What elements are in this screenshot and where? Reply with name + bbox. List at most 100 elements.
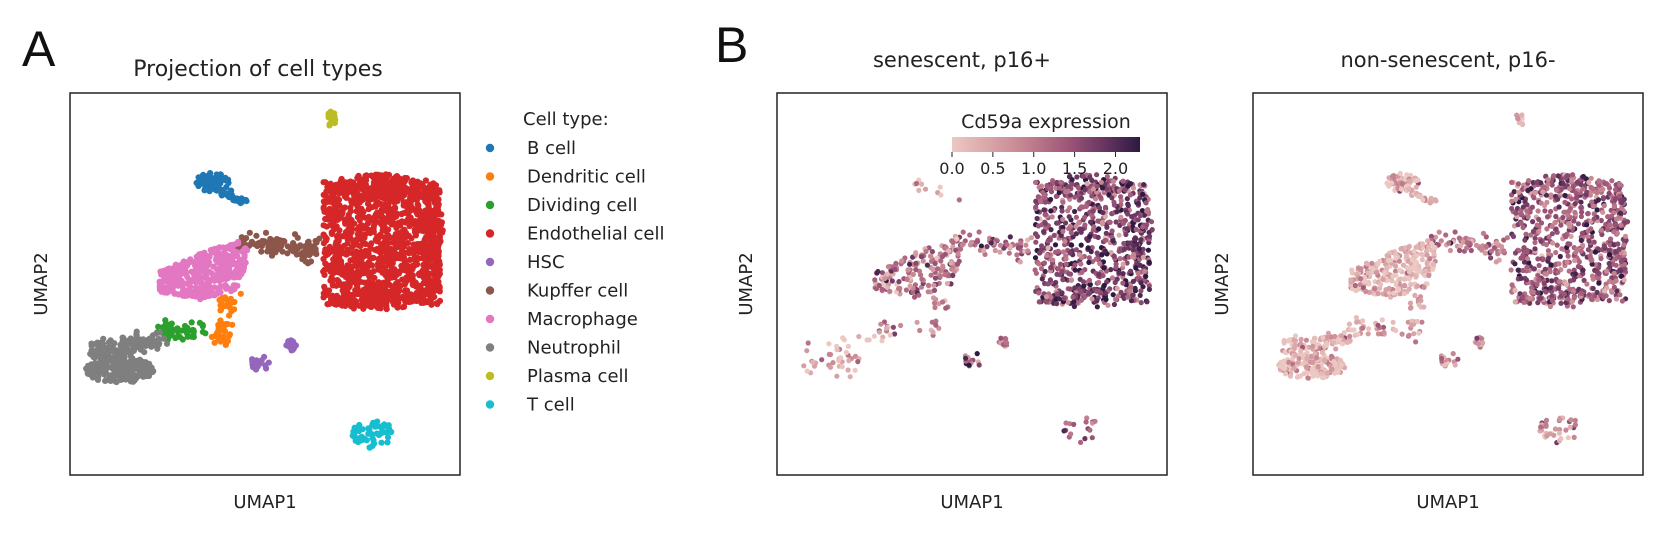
point-b-sen-endothelial-cell xyxy=(1039,243,1045,249)
point-b-sen-dividing-cell xyxy=(914,319,920,325)
point-a-macrophage xyxy=(210,277,217,284)
point-b-sen-endothelial-cell xyxy=(1116,188,1122,194)
point-a-t-cell xyxy=(378,439,385,446)
point-b-non-endothelial-cell xyxy=(1553,213,1559,220)
point-b-non-endothelial-cell xyxy=(1531,289,1537,295)
panel-a-points xyxy=(83,108,446,451)
point-b-non-endothelial-cell xyxy=(1616,254,1622,260)
point-b-sen-endothelial-cell xyxy=(1137,292,1143,298)
point-b-non-endothelial-cell xyxy=(1545,181,1551,187)
point-b-non-endothelial-cell xyxy=(1518,275,1524,281)
point-a-endothelial-cell xyxy=(421,275,428,282)
point-b-non-endothelial-cell xyxy=(1520,224,1526,231)
point-b-non-dividing-cell xyxy=(1390,319,1396,325)
point-a-endothelial-cell xyxy=(362,299,369,306)
point-b-sen-macrophage xyxy=(885,264,892,270)
point-a-endothelial-cell xyxy=(399,293,406,300)
point-b-non-endothelial-cell xyxy=(1579,209,1585,215)
point-b-sen-endothelial-cell xyxy=(1044,252,1050,259)
point-b-sen-neutrophil xyxy=(830,360,836,366)
point-b-sen-endothelial-cell xyxy=(1144,208,1150,214)
point-b-non-endothelial-cell xyxy=(1608,288,1614,294)
point-a-neutrophil xyxy=(126,374,133,381)
point-b-non-endothelial-cell xyxy=(1590,285,1596,292)
point-a-neutrophil xyxy=(102,363,109,370)
point-b-sen-endothelial-cell xyxy=(1094,298,1100,304)
point-a-endothelial-cell xyxy=(420,184,427,192)
point-b-non-dendritic-cell xyxy=(1416,302,1422,308)
point-b-sen-endothelial-cell xyxy=(1086,255,1092,261)
point-a-endothelial-cell xyxy=(404,216,412,223)
point-b-sen-hsc xyxy=(974,351,980,357)
point-b-sen-macrophage xyxy=(946,273,952,279)
point-b-sen-endothelial-cell xyxy=(1068,277,1075,283)
point-b-non-endothelial-cell xyxy=(1518,220,1524,226)
point-a-endothelial-cell xyxy=(385,239,392,247)
point-a-neutrophil xyxy=(131,345,138,352)
point-b-non-endothelial-cell xyxy=(1549,231,1555,237)
point-b-non-endothelial-cell xyxy=(1590,186,1596,192)
point-b-sen-dividing-cell xyxy=(892,331,898,337)
point-b-non-endothelial-cell xyxy=(1605,214,1611,220)
point-a-endothelial-cell xyxy=(407,189,414,196)
point-b-sen-macrophage xyxy=(949,238,955,244)
point-a-kupffer-cell xyxy=(275,240,282,247)
point-a-b-cell xyxy=(223,184,230,191)
point-b-sen-endothelial-cell xyxy=(1079,269,1085,275)
point-a-endothelial-cell xyxy=(339,271,346,278)
point-a-endothelial-cell xyxy=(354,290,362,297)
point-b-non-b-cell xyxy=(1420,197,1426,203)
point-a-b-cell xyxy=(222,177,229,184)
point-b-sen-endothelial-cell xyxy=(1072,262,1078,268)
point-b-sen-endothelial-cell xyxy=(1143,200,1149,206)
point-b-sen-endothelial-cell xyxy=(1111,202,1117,208)
point-b-sen-endothelial-cell xyxy=(1140,224,1146,230)
point-b-sen-endothelial-cell xyxy=(1089,245,1095,251)
legend-label-endothelial-cell: Endothelial cell xyxy=(527,224,665,245)
point-b-non-endothelial-cell xyxy=(1563,234,1569,240)
point-a-t-cell xyxy=(378,430,385,437)
point-a-endothelial-cell xyxy=(393,243,400,250)
point-b-non-kupffer-cell xyxy=(1482,250,1488,256)
point-a-endothelial-cell xyxy=(343,299,350,306)
point-b-non-endothelial-cell xyxy=(1578,213,1584,220)
point-b-sen-neutrophil xyxy=(826,351,832,357)
point-b-sen-b-cell xyxy=(922,186,929,192)
point-a-kupffer-cell xyxy=(310,243,317,250)
point-b-non-endothelial-cell xyxy=(1525,214,1531,220)
point-b-sen-macrophage xyxy=(948,260,954,266)
point-b-non-endothelial-cell xyxy=(1541,184,1547,190)
point-b-sen-hsc xyxy=(976,362,982,368)
point-b-non-endothelial-cell xyxy=(1532,239,1538,246)
point-b-non-endothelial-cell xyxy=(1601,243,1607,249)
point-b-non-endothelial-cell xyxy=(1565,253,1571,259)
point-a-dendritic-cell xyxy=(211,339,218,346)
point-a-endothelial-cell xyxy=(349,297,357,304)
point-b-sen-macrophage xyxy=(884,271,890,277)
point-b-non-dividing-cell xyxy=(1393,327,1399,334)
point-b-sen-neutrophil xyxy=(819,357,825,363)
point-b-sen-endothelial-cell xyxy=(1033,239,1039,245)
legend-marker-hsc xyxy=(485,257,495,267)
point-b-sen-macrophage xyxy=(912,294,918,300)
point-b-non-kupffer-cell xyxy=(1426,244,1432,250)
point-b-sen-endothelial-cell xyxy=(1110,178,1117,184)
point-b-sen-endothelial-cell xyxy=(1128,298,1134,304)
point-b-non-endothelial-cell xyxy=(1591,239,1597,245)
point-b-non-endothelial-cell xyxy=(1549,293,1555,299)
point-b-sen-endothelial-cell xyxy=(1086,189,1093,195)
point-b-non-kupffer-cell xyxy=(1446,240,1452,246)
point-b-non-endothelial-cell xyxy=(1601,203,1607,209)
point-b-sen-endothelial-cell xyxy=(1070,234,1076,240)
point-b-non-endothelial-cell xyxy=(1611,242,1617,248)
point-a-endothelial-cell xyxy=(402,298,409,305)
point-a-endothelial-cell xyxy=(401,226,408,233)
point-b-sen-endothelial-cell xyxy=(1116,248,1122,254)
point-b-non-endothelial-cell xyxy=(1549,182,1555,188)
point-b-sen-endothelial-cell xyxy=(1137,195,1143,201)
point-b-sen-endothelial-cell xyxy=(1118,194,1124,200)
point-a-endothelial-cell xyxy=(383,183,390,190)
point-b-non-dividing-cell xyxy=(1346,321,1352,327)
point-a-endothelial-cell xyxy=(428,281,435,288)
point-b-sen-kupffer-cell xyxy=(981,247,987,254)
